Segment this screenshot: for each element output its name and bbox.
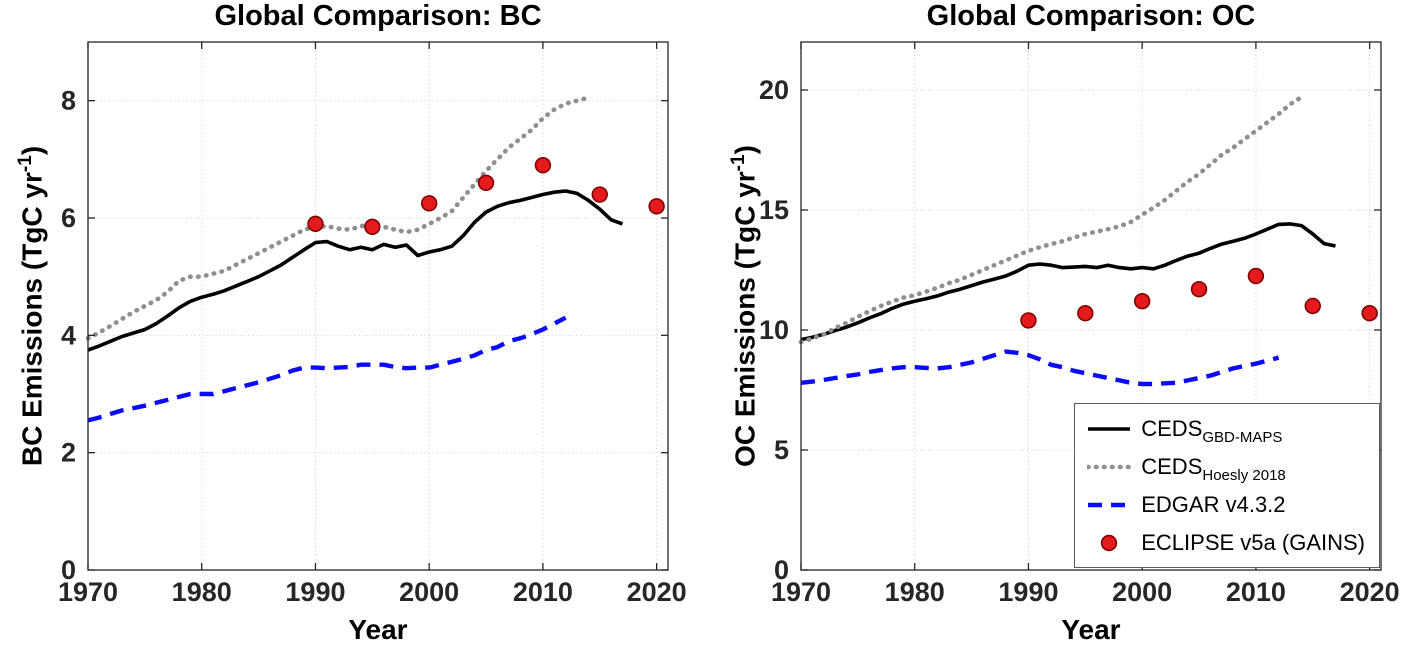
legend-label: ECLIPSE v5a (GAINS) (1141, 529, 1365, 555)
x-tick-label: 1990 (998, 577, 1058, 607)
y-tick-label: 20 (759, 75, 789, 105)
series-line (800, 349, 1280, 387)
scatter-point (1247, 267, 1265, 285)
scatter-point (1304, 297, 1321, 315)
legend-entry: CEDSGBD-MAPS (1087, 414, 1365, 446)
panel-oc: 1970 1980 1990 2000 2010 2020 0 5 10 15 20 Global … (713, 0, 1426, 656)
plot-box (800, 41, 1382, 571)
x-axis-label-oc: Year (1061, 614, 1121, 645)
y-tick-label: 15 (759, 195, 789, 225)
scatter-point (1077, 305, 1094, 322)
x-tick-label: 2000 (399, 577, 459, 607)
y-tick-label: 6 (61, 203, 76, 233)
x-tick-label: 1980 (172, 577, 232, 607)
y-tick-label: 8 (61, 86, 76, 116)
x-axis-label-bc: Year (348, 614, 408, 645)
scatter-point (307, 215, 324, 233)
plot-box (87, 41, 669, 571)
legend-label: CEDSGBD-MAPS (1141, 415, 1283, 446)
legend-entry: ECLIPSE v5a (GAINS) (1087, 528, 1365, 557)
legend-label-subscript: GBD-MAPS (1202, 428, 1283, 446)
y-axis-label-bc: BC Emissions (TgC yr-1) (6, 0, 48, 626)
x-tick-label: 1970 (771, 577, 831, 607)
y-tick-label: 2 (61, 438, 76, 468)
x-tick-label: 2010 (513, 577, 573, 607)
scatter-point (1361, 305, 1378, 322)
chart-title-oc: Global Comparison: OC (926, 0, 1256, 32)
legend-marker-sample (1101, 534, 1118, 551)
scatter-point (591, 186, 608, 203)
legend-line-sample (1087, 464, 1132, 469)
scatter-point (364, 218, 381, 236)
y-axis-label-text: OC Emissions (TgC yr (729, 171, 761, 467)
legend-label: EDGAR v4.3.2 (1141, 491, 1286, 517)
panel-bc: 1970 1980 1990 2000 2010 2020 0 2 4 6 8 Global Com… (6, 0, 687, 645)
series-line (798, 94, 1304, 345)
legend-line-sample (1088, 426, 1131, 431)
series-line (800, 222, 1336, 342)
scatter-point (534, 157, 552, 174)
legend-line-sample (1088, 502, 1131, 507)
chart-title-bc: Global Comparison: BC (214, 0, 542, 32)
legend: CEDSGBD-MAPS CEDSHoesly 2018 EDGAR v4.3.2 E… (1074, 403, 1380, 568)
x-tick-label: 2020 (627, 577, 687, 607)
y-axis-label-superscript: -1 (728, 154, 749, 172)
y-axis-label-close: ) (16, 145, 48, 156)
series-line (85, 95, 591, 341)
scatter-point (1020, 312, 1037, 329)
scatter-point (420, 195, 438, 212)
y-axis-label-close: ) (729, 145, 761, 155)
y-axis-label-oc: OC Emissions (TgC yr-1) (719, 0, 761, 626)
y-tick-label: 5 (774, 435, 789, 465)
x-tick-label: 2000 (1112, 577, 1172, 607)
series-line (87, 189, 624, 352)
legend-entry: EDGAR v4.3.2 (1087, 490, 1365, 519)
y-tick-label: 4 (61, 320, 76, 350)
scatter-point (1133, 293, 1151, 310)
series-line (87, 315, 567, 423)
scatter-point (477, 174, 495, 192)
x-tick-label: 2010 (1226, 577, 1286, 607)
legend-entry: CEDSHoesly 2018 (1087, 452, 1365, 484)
legend-label-subscript: Hoesly 2018 (1202, 466, 1286, 484)
scatter-point (1101, 534, 1118, 551)
legend-label: CEDSHoesly 2018 (1141, 453, 1286, 484)
x-tick-label: 1990 (285, 577, 345, 607)
y-axis-label-text: BC Emissions (TgC yr (16, 172, 48, 467)
y-tick-label: 0 (774, 555, 789, 585)
x-tick-label: 1970 (58, 577, 118, 607)
y-axis-label-superscript: -1 (15, 155, 36, 173)
scatter-point (648, 198, 665, 215)
y-tick-label: 10 (759, 315, 789, 345)
y-tick-label: 0 (61, 555, 76, 585)
scatter-point (1190, 281, 1208, 298)
bc-chart: 1970 1980 1990 2000 2010 2020 0 2 4 6 8 (58, 41, 687, 607)
x-tick-label: 2020 (1340, 577, 1400, 607)
x-tick-label: 1980 (885, 577, 945, 607)
